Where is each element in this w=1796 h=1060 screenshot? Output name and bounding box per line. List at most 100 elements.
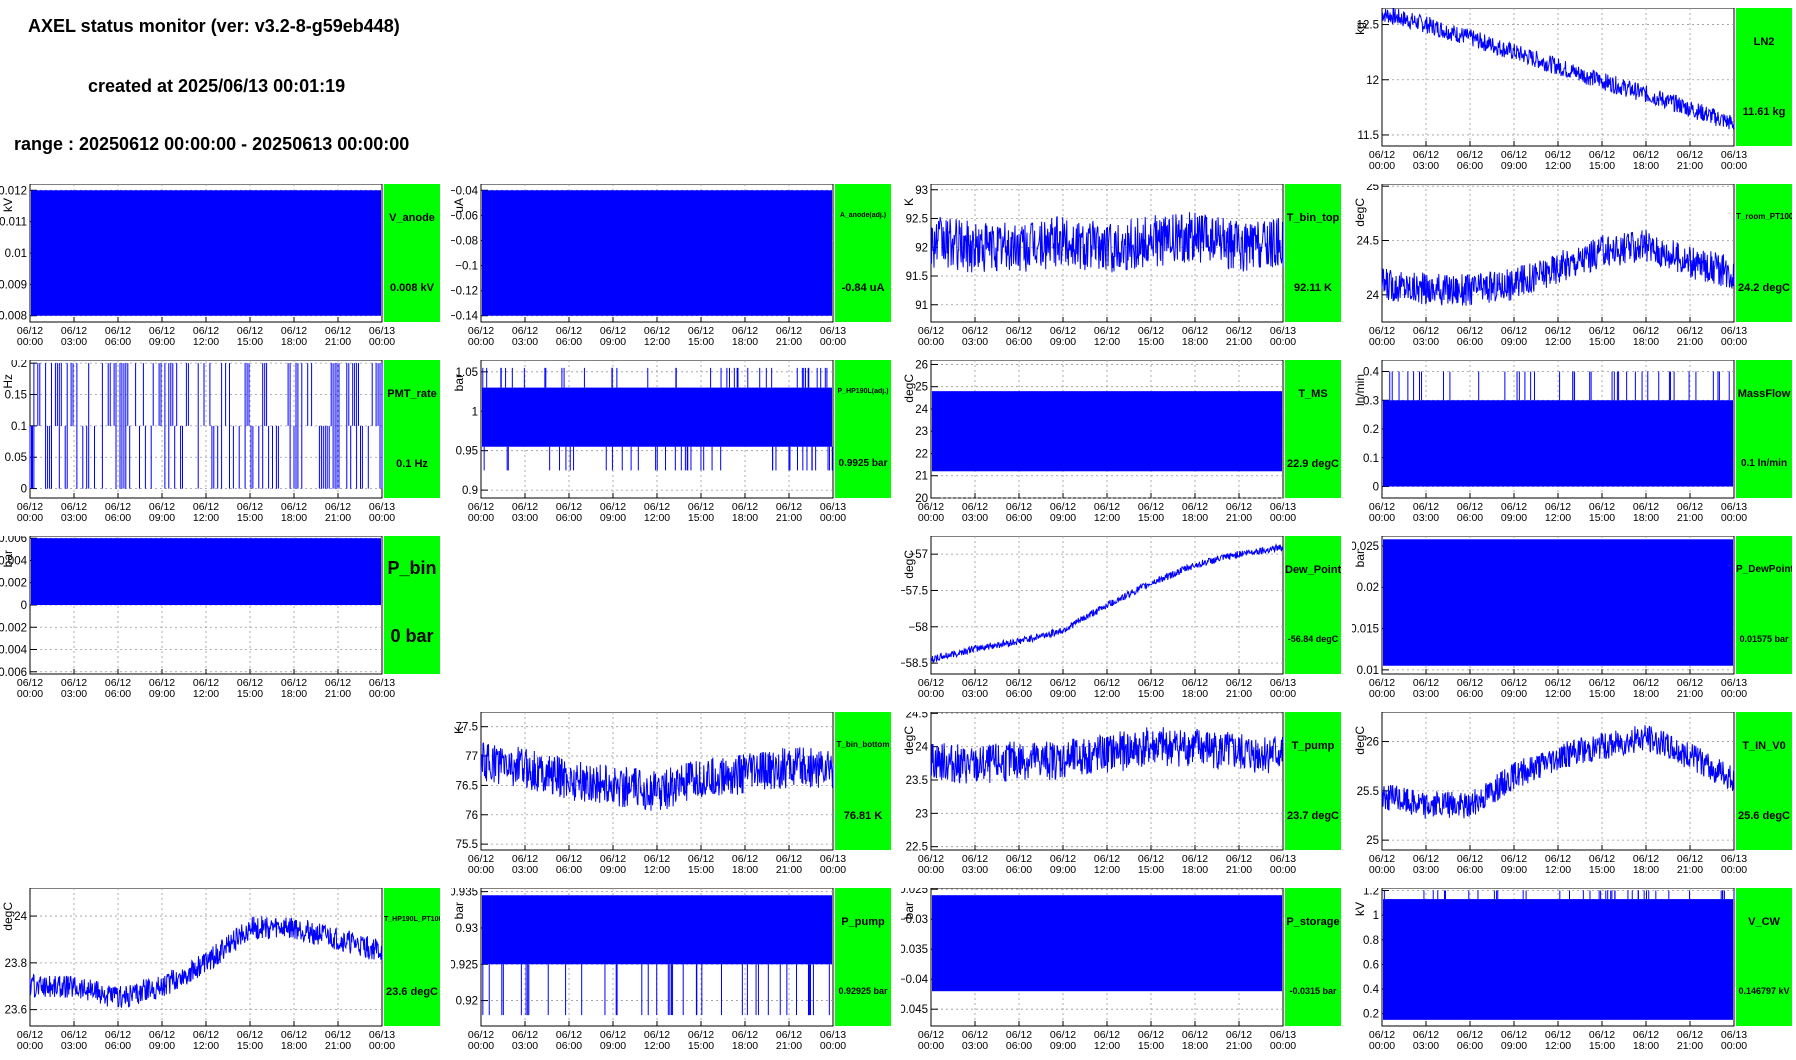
x-tick-label: 15:00 bbox=[1589, 160, 1615, 172]
y-axis-unit: Hz bbox=[1, 374, 15, 389]
x-tick-label: 03:00 bbox=[1413, 1040, 1439, 1052]
data-band bbox=[31, 538, 381, 605]
x-tick-label: 06/12 bbox=[1633, 501, 1659, 513]
x-tick-label: 15:00 bbox=[688, 864, 714, 876]
y-tick-label: 24 bbox=[1366, 290, 1379, 302]
x-tick-label: 06/12 bbox=[1226, 1029, 1252, 1041]
x-tick-label: 06/13 bbox=[369, 325, 395, 337]
y-tick-label: 24 bbox=[915, 742, 928, 754]
chart-p-storage: 06/1200:0006/1203:0006/1206:0006/1209:00… bbox=[901, 888, 1296, 1052]
legend-name: T_bin_top bbox=[1286, 212, 1340, 224]
x-tick-label: 06/12 bbox=[1501, 1029, 1527, 1041]
chart-panel-a-anode-adj: 06/12 00:00 06/12 03:00 06/12 06:00 06/12 09:00… bbox=[451, 184, 891, 356]
x-tick-label: 09:00 bbox=[600, 864, 626, 876]
y-tick-label: 23.5 bbox=[906, 775, 928, 787]
x-tick-label: 06/12 bbox=[644, 325, 670, 337]
legend-t-ms: T_MS 22.9 degC bbox=[1285, 360, 1341, 498]
y-tick-label: 0.95 bbox=[456, 446, 478, 458]
legend-name: V_anode bbox=[389, 212, 435, 224]
x-tick-label: 06/12 bbox=[61, 501, 87, 513]
x-tick-label: 00:00 bbox=[1369, 512, 1395, 524]
x-tick-label: 06/12 bbox=[105, 325, 131, 337]
x-tick-label: 21:00 bbox=[1677, 688, 1703, 700]
y-tick-label: 91.5 bbox=[906, 271, 928, 283]
x-tick-label: 00:00 bbox=[1369, 1040, 1395, 1052]
y-tick-label: 22 bbox=[915, 448, 928, 460]
x-tick-label: 12:00 bbox=[1094, 864, 1120, 876]
x-tick-label: 06/12 bbox=[1545, 1029, 1571, 1041]
data-band bbox=[932, 391, 1282, 472]
chart-panel-t-hp190l-pt100: 06/12 00:00 06/12 03:00 06/12 06:00 06/12 09:00… bbox=[0, 888, 440, 1060]
x-tick-label: 06/12 bbox=[325, 1029, 351, 1041]
x-tick-label: 06/12 bbox=[281, 501, 307, 513]
x-tick-label: 06:00 bbox=[1457, 1040, 1483, 1052]
x-tick-label: 06/12 bbox=[1457, 501, 1483, 513]
x-tick-label: 06/13 bbox=[1721, 325, 1747, 337]
x-tick-label: 06/12 bbox=[105, 677, 131, 689]
series-dew-point bbox=[930, 543, 1284, 663]
x-tick-label: 18:00 bbox=[1633, 1040, 1659, 1052]
x-tick-label: 06/12 bbox=[962, 1029, 988, 1041]
legend-name: V_CW bbox=[1748, 916, 1780, 928]
series-t-bin-top bbox=[930, 212, 1284, 273]
x-tick-label: 00:00 bbox=[17, 512, 43, 524]
legend-v-anode: V_anode 0.008 kV bbox=[384, 184, 440, 322]
chart-panel-p-hp190l-adj: 06/12 00:00 06/12 03:00 06/12 06:00 06/12 09:00… bbox=[451, 360, 891, 532]
y-tick-label: 23.6 bbox=[5, 1005, 27, 1017]
x-tick-label: 06/13 bbox=[1270, 853, 1296, 865]
x-tick-label: 00:00 bbox=[1369, 688, 1395, 700]
x-tick-label: 00:00 bbox=[1721, 336, 1747, 348]
x-tick-label: 18:00 bbox=[1633, 688, 1659, 700]
y-tick-label: 0.15 bbox=[5, 390, 27, 402]
x-tick-label: 09:00 bbox=[1501, 864, 1527, 876]
series-ln2 bbox=[1381, 8, 1735, 130]
x-tick-label: 06/12 bbox=[237, 501, 263, 513]
x-tick-label: 21:00 bbox=[1226, 336, 1252, 348]
x-tick-label: 00:00 bbox=[1721, 512, 1747, 524]
x-tick-label: 06:00 bbox=[105, 688, 131, 700]
data-line bbox=[930, 543, 1284, 663]
x-tick-label: 06/12 bbox=[1589, 1029, 1615, 1041]
x-tick-label: 12:00 bbox=[193, 336, 219, 348]
x-tick-label: 21:00 bbox=[325, 336, 351, 348]
x-tick-label: 18:00 bbox=[1182, 1040, 1208, 1052]
x-tick-label: 06/12 bbox=[732, 1029, 758, 1041]
x-tick-label: 21:00 bbox=[1677, 160, 1703, 172]
x-tick-label: 03:00 bbox=[512, 1040, 538, 1052]
x-tick-label: 06/12 bbox=[468, 1029, 494, 1041]
legend-massflow: MassFlow 0.1 ln/min bbox=[1736, 360, 1792, 498]
y-tick-label: 25.5 bbox=[1357, 786, 1379, 798]
x-tick-label: 06/12 bbox=[600, 1029, 626, 1041]
y-tick-label: −57 bbox=[908, 549, 928, 561]
x-tick-label: 06/12 bbox=[1677, 325, 1703, 337]
x-tick-label: 00:00 bbox=[468, 1040, 494, 1052]
y-tick-label: 0.05 bbox=[5, 452, 27, 464]
y-tick-label: −0.04 bbox=[451, 185, 479, 197]
y-tick-label: 0 bbox=[1373, 482, 1379, 494]
legend-t-room-pt100: T_room_PT100 24.2 degC bbox=[1736, 184, 1792, 322]
data-line bbox=[480, 742, 834, 811]
y-tick-label: 24.5 bbox=[906, 712, 928, 720]
chart-panel-p-bin: 06/12 00:00 06/12 03:00 06/12 06:00 06/12 09:00… bbox=[0, 536, 440, 708]
legend-name: LN2 bbox=[1753, 36, 1775, 48]
y-axis-unit: degC bbox=[1353, 198, 1367, 227]
x-tick-label: 03:00 bbox=[962, 688, 988, 700]
legend-name: T_HP190L_PT100 bbox=[384, 916, 440, 923]
legend-p-dewpoint: P_DewPoint 0.01575 bar bbox=[1736, 536, 1792, 674]
x-tick-label: 06/12 bbox=[193, 325, 219, 337]
legend-value: 0 bar bbox=[390, 626, 434, 646]
x-tick-label: 06/12 bbox=[732, 853, 758, 865]
y-axis-unit: degC bbox=[1353, 726, 1367, 755]
data-line bbox=[29, 916, 383, 1008]
legend-value: 76.81 K bbox=[843, 810, 883, 822]
x-tick-label: 12:00 bbox=[644, 512, 670, 524]
chart-p-dewpoint: 06/1200:0006/1203:0006/1206:0006/1209:00… bbox=[1352, 536, 1747, 700]
series-p-hp190l-adj bbox=[482, 367, 833, 471]
legend-dew-point: Dew_Point -56.84 degC bbox=[1285, 536, 1341, 674]
series-p-bin bbox=[31, 538, 381, 605]
x-tick-label: 06/12 bbox=[237, 325, 263, 337]
legend-value: 0.008 kV bbox=[389, 282, 435, 294]
legend-name: T_IN_V0 bbox=[1742, 740, 1786, 752]
x-tick-label: 21:00 bbox=[1677, 336, 1703, 348]
y-tick-label: 0.925 bbox=[451, 959, 478, 971]
